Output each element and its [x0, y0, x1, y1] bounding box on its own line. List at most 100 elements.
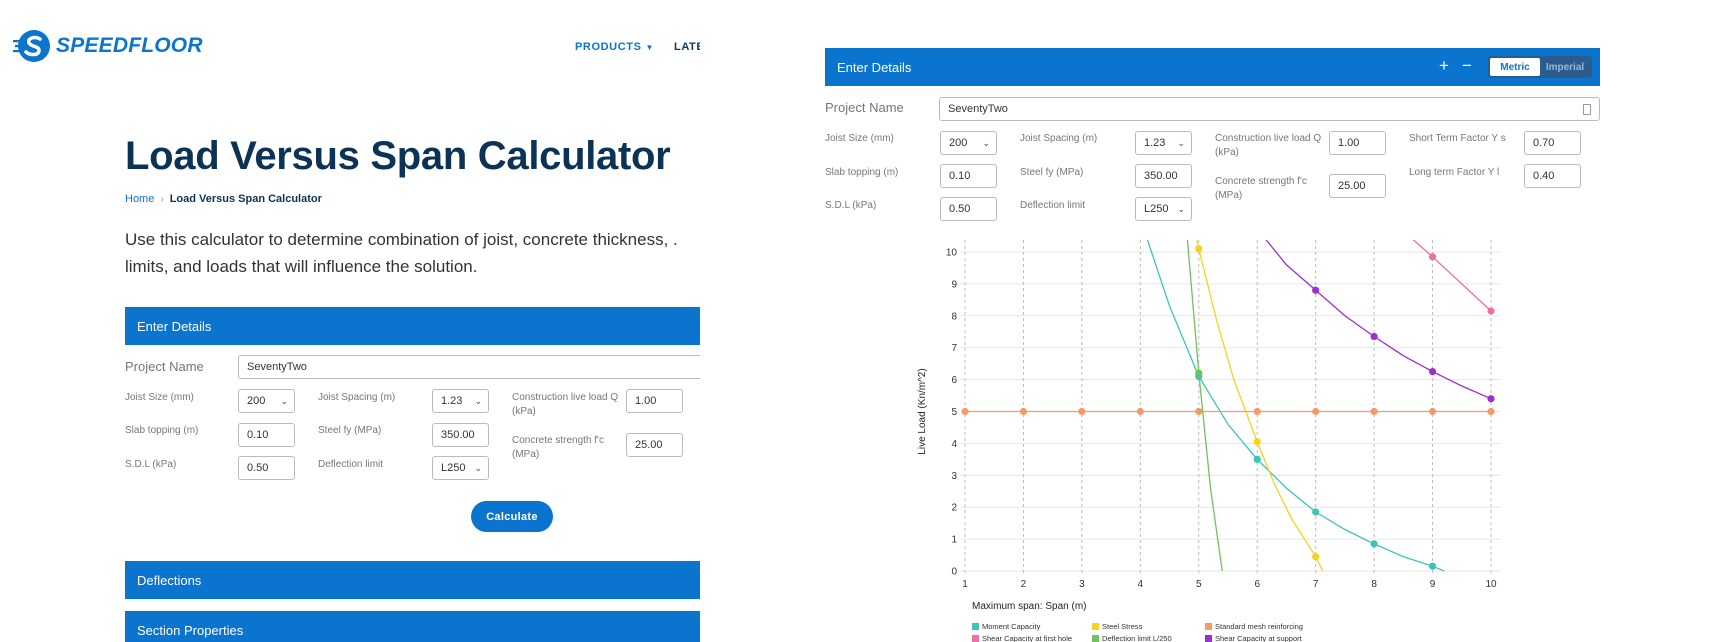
page-title: Load Versus Span Calculator — [125, 134, 671, 178]
project-name-input-right[interactable]: SeventyTwo — [939, 97, 1600, 121]
imperial-button[interactable]: Imperial — [1545, 61, 1585, 73]
joist-spacing-value-right: 1.23 — [1144, 137, 1166, 149]
nav-products-label: PRODUCTS — [575, 41, 642, 53]
data-point-steel-stress — [1312, 553, 1320, 561]
data-point-standard-mesh-reinforcing — [961, 407, 969, 416]
deflection-limit-select[interactable]: L250 ⌄ — [432, 456, 489, 480]
metric-button[interactable]: Metric — [1490, 58, 1540, 76]
x-tick-label: 10 — [1485, 579, 1497, 590]
expand-plus-icon[interactable]: + — [1439, 56, 1449, 75]
concrete-strength-label: Concrete strength f'c (MPa) — [512, 435, 604, 460]
steel-fy-input-right[interactable]: 350.00 — [1135, 164, 1192, 188]
deflections-title: Deflections — [137, 572, 202, 588]
enter-details-header-right[interactable]: Enter Details — [825, 48, 1600, 86]
data-point-steel-stress — [1195, 245, 1203, 253]
joist-spacing-select-right[interactable]: 1.23 ⌄ — [1135, 131, 1192, 155]
data-point-shear-capacity-at-first-hole — [1487, 307, 1495, 315]
data-point-moment-capacity — [1428, 562, 1437, 570]
nav-latest-link[interactable]: LATE — [674, 41, 700, 53]
y-tick-label: 6 — [951, 375, 957, 386]
unit-toggle: Metric Imperial — [1488, 56, 1592, 78]
long-term-label: Long term Factor Y l — [1409, 167, 1500, 178]
right-calculator-view: Enter Details + − Metric Imperial Projec… — [820, 0, 1724, 642]
x-tick-label: 7 — [1313, 579, 1319, 590]
nav-products-menu[interactable]: PRODUCTS ▼ — [575, 41, 654, 53]
construction-load-label: Construction live load Q (kPa) — [512, 392, 619, 417]
chevron-down-icon: ⌄ — [280, 395, 288, 406]
legend-label: Deflection limit L/250 — [1102, 634, 1172, 642]
sdl-input[interactable]: 0.50 — [238, 456, 295, 480]
chevron-down-icon: ⌄ — [474, 395, 482, 406]
data-point-shear-capacity-at-support — [1428, 368, 1437, 376]
series-line-shear-capacity-at-support — [1265, 240, 1492, 400]
x-tick-label: 1 — [962, 579, 968, 590]
joist-spacing-label-right: Joist Spacing (m) — [1020, 133, 1098, 144]
collapse-minus-icon[interactable]: − — [1462, 56, 1472, 75]
deflection-limit-label: Deflection limit — [318, 459, 384, 470]
data-point-steel-stress — [1253, 438, 1261, 446]
series-group — [965, 240, 1492, 571]
enter-details-header[interactable]: Enter Details — [125, 307, 700, 345]
joist-size-value-right: 200 — [949, 137, 968, 149]
caret-down-icon: ▼ — [645, 42, 655, 52]
breadcrumb-separator-icon: › — [160, 193, 164, 205]
steel-fy-label-right: Steel fy (MPa) — [1020, 167, 1084, 178]
joist-size-select[interactable]: 200 ⌄ — [238, 389, 295, 413]
data-point-shear-capacity-at-first-hole — [1428, 253, 1437, 261]
legend-swatch — [972, 635, 979, 642]
deflection-limit-value: L250 — [441, 462, 466, 474]
joist-spacing-value: 1.23 — [441, 395, 463, 407]
legend-label: Steel Stress — [1102, 622, 1143, 631]
y-tick-label: 3 — [951, 471, 957, 482]
joist-spacing-label: Joist Spacing (m) — [318, 392, 396, 403]
construction-load-input-right[interactable]: 1.00 — [1329, 131, 1386, 155]
deflection-limit-select-right[interactable]: L250 ⌄ — [1135, 197, 1192, 221]
legend-label: Standard mesh reinforcing — [1215, 622, 1303, 631]
series-line-deflection-limit-l-250 — [1186, 240, 1223, 571]
series-line-shear-capacity-at-first-hole — [1412, 240, 1492, 312]
y-tick-label: 2 — [951, 503, 957, 514]
breadcrumb-home-link[interactable]: Home — [125, 193, 155, 205]
chevron-down-icon: ⌄ — [1177, 137, 1185, 148]
slab-topping-label: Slab topping (m) — [125, 425, 199, 436]
concrete-strength-label-right: Concrete strength f'c (MPa) — [1215, 176, 1307, 201]
breadcrumb: Home › Load Versus Span Calculator — [125, 193, 322, 205]
data-point-standard-mesh-reinforcing — [1253, 407, 1261, 416]
data-point-moment-capacity — [1370, 540, 1378, 548]
construction-load-input[interactable]: 1.00 — [626, 389, 683, 413]
steel-fy-input[interactable]: 350.00 — [432, 423, 489, 447]
data-point-standard-mesh-reinforcing — [1370, 407, 1378, 416]
series-line-moment-capacity — [1146, 240, 1445, 571]
sdl-input-right[interactable]: 0.50 — [940, 197, 997, 221]
intro-line-2: limits, and loads that will influence th… — [125, 257, 478, 276]
y-tick-label: 0 — [951, 567, 957, 578]
speedfloor-logo[interactable]: SPEEDFLOOR — [13, 28, 203, 64]
joist-spacing-select[interactable]: 1.23 ⌄ — [432, 389, 489, 413]
left-page-view: SPEEDFLOOR PRODUCTS ▼ LATE Load Versus S… — [0, 0, 700, 642]
chevron-down-icon: ⌄ — [474, 462, 482, 473]
concrete-strength-input[interactable]: 25.00 — [626, 433, 683, 457]
y-tick-label: 10 — [946, 248, 958, 259]
concrete-strength-input-right[interactable]: 25.00 — [1329, 174, 1386, 198]
long-term-input[interactable]: 0.40 — [1524, 164, 1581, 188]
y-axis-title: Live Load (Kn/m^2) — [917, 368, 928, 454]
enter-details-title-right: Enter Details — [837, 59, 912, 75]
project-name-input[interactable]: SeventyTwo — [238, 355, 700, 379]
deflections-section-header[interactable]: Deflections — [125, 561, 700, 599]
short-term-input[interactable]: 0.70 — [1524, 131, 1581, 155]
data-point-standard-mesh-reinforcing — [1428, 407, 1437, 416]
y-tick-label: 4 — [951, 439, 957, 450]
legend-label: Shear Capacity at first hole — [982, 634, 1072, 642]
slab-topping-input[interactable]: 0.10 — [238, 423, 295, 447]
calculate-button[interactable]: Calculate — [471, 501, 553, 532]
joist-size-select-right[interactable]: 200 ⌄ — [940, 131, 997, 155]
speedfloor-logo-icon — [13, 30, 50, 62]
y-tick-label: 8 — [951, 311, 957, 322]
data-point-standard-mesh-reinforcing — [1019, 407, 1028, 416]
section-properties-header[interactable]: Section Properties — [125, 611, 700, 642]
data-point-standard-mesh-reinforcing — [1312, 407, 1320, 416]
project-name-value-right: SeventyTwo — [948, 103, 1008, 115]
steel-fy-label: Steel fy (MPa) — [318, 425, 382, 436]
y-tick-label: 7 — [951, 343, 957, 354]
slab-topping-input-right[interactable]: 0.10 — [940, 164, 997, 188]
